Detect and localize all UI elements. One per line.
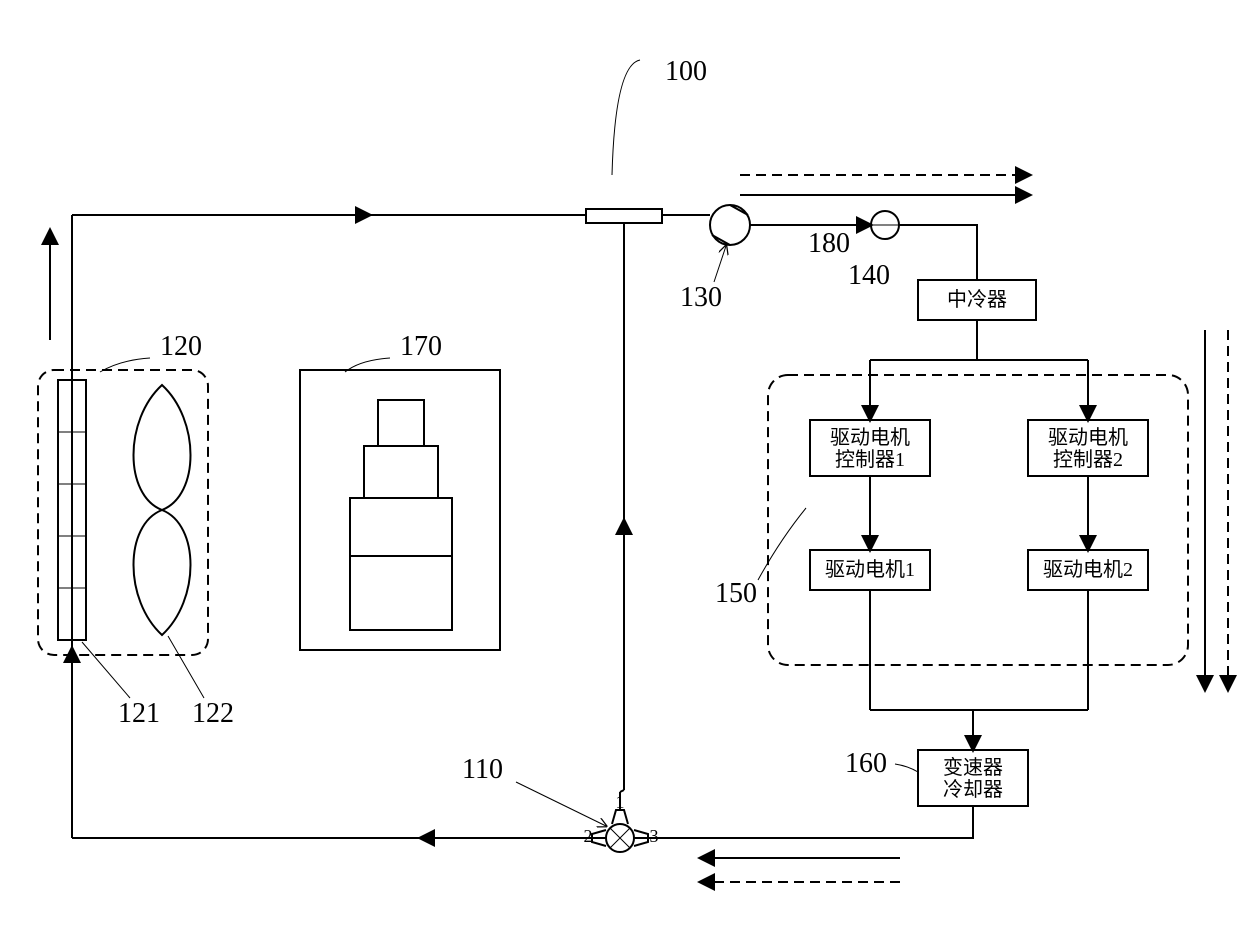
pipe-sensor-ic (899, 225, 977, 280)
label-150: 150 (715, 578, 757, 609)
engine-box (300, 370, 500, 650)
tee-fitting (586, 209, 662, 790)
leader-130 (714, 246, 726, 282)
label-121: 121 (118, 698, 160, 729)
leader-110 (516, 782, 606, 826)
fan-122 (134, 385, 191, 635)
sensor-180 (871, 211, 899, 239)
leader-100 (612, 60, 640, 175)
pump-130 (710, 205, 750, 245)
label-130: 130 (680, 282, 722, 313)
ctrl1-l2: 控制器1 (835, 448, 905, 471)
label-140: 140 (848, 260, 890, 291)
label-180: 180 (808, 228, 850, 259)
label-122: 122 (192, 698, 234, 729)
drive-group-box (768, 375, 1188, 665)
svg-text:3: 3 (650, 826, 659, 846)
label-120: 120 (160, 331, 202, 362)
cooling-system-diagram: 100 中冷器 驱动电机 控制器1 驱动电机 (0, 0, 1240, 934)
engine-inner (350, 400, 452, 630)
pipe-trans-valve (634, 806, 973, 838)
leader-122 (168, 636, 204, 698)
ctrl2-l1: 驱动电机 (1048, 426, 1128, 449)
ctrl1-l1: 驱动电机 (830, 426, 910, 449)
leader-121 (82, 642, 130, 698)
label-110: 110 (462, 754, 503, 785)
label-160: 160 (845, 748, 887, 779)
motor1-text: 驱动电机1 (825, 558, 915, 581)
trans-l1: 变速器 (943, 756, 1003, 779)
label-170: 170 (400, 331, 442, 362)
intercooler-text: 中冷器 (947, 288, 1007, 311)
ctrl2-l2: 控制器2 (1053, 448, 1123, 471)
motor2-text: 驱动电机2 (1043, 558, 1133, 581)
leader-160 (895, 764, 918, 772)
svg-text:2: 2 (584, 826, 593, 846)
label-100: 100 (665, 56, 707, 87)
trans-l2: 冷却器 (943, 778, 1003, 801)
leader-150 (758, 508, 806, 580)
